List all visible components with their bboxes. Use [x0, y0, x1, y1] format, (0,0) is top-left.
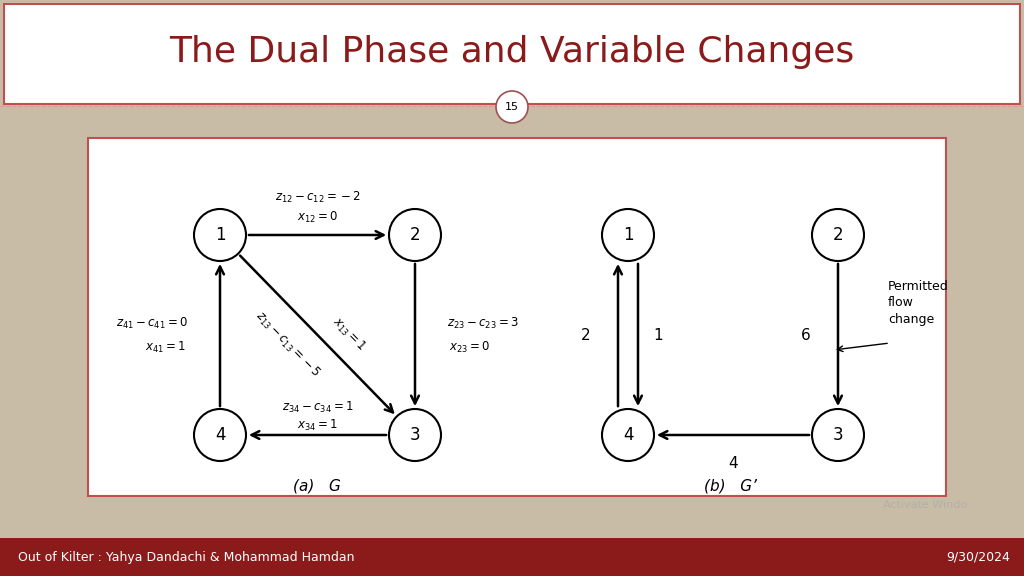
- FancyBboxPatch shape: [4, 4, 1020, 104]
- Text: $z_{12} - c_{12} = -2$: $z_{12} - c_{12} = -2$: [274, 190, 360, 204]
- Text: 9/30/2024: 9/30/2024: [946, 551, 1010, 563]
- Text: 6: 6: [801, 328, 811, 343]
- Text: 3: 3: [833, 426, 844, 444]
- Text: Permitted
flow
change: Permitted flow change: [888, 279, 949, 327]
- Text: $x_{12} = 0$: $x_{12} = 0$: [297, 210, 338, 225]
- Text: 2: 2: [582, 328, 591, 343]
- Circle shape: [602, 409, 654, 461]
- Text: 1: 1: [653, 328, 663, 343]
- FancyBboxPatch shape: [0, 538, 1024, 576]
- Circle shape: [812, 409, 864, 461]
- Circle shape: [389, 409, 441, 461]
- Text: $z_{34} - c_{34} = 1$: $z_{34} - c_{34} = 1$: [282, 399, 353, 415]
- Text: The Dual Phase and Variable Changes: The Dual Phase and Variable Changes: [169, 35, 855, 69]
- FancyBboxPatch shape: [0, 107, 1024, 538]
- Text: Activate Windo: Activate Windo: [883, 500, 967, 510]
- Text: 4: 4: [728, 456, 738, 471]
- FancyBboxPatch shape: [88, 138, 946, 496]
- Text: $x_{13} = 1$: $x_{13} = 1$: [329, 314, 368, 354]
- Text: 15: 15: [505, 102, 519, 112]
- Text: (a)   G: (a) G: [293, 479, 341, 494]
- Text: 2: 2: [410, 226, 420, 244]
- Text: $z_{23} - c_{23} = 3$: $z_{23} - c_{23} = 3$: [447, 316, 519, 331]
- Text: 4: 4: [623, 426, 633, 444]
- Text: (b)   G’: (b) G’: [703, 479, 757, 494]
- Text: 2: 2: [833, 226, 844, 244]
- Circle shape: [194, 409, 246, 461]
- Circle shape: [812, 209, 864, 261]
- Circle shape: [194, 209, 246, 261]
- Text: $z_{41} - c_{41} = 0$: $z_{41} - c_{41} = 0$: [116, 316, 187, 331]
- Text: 1: 1: [215, 226, 225, 244]
- Text: 4: 4: [215, 426, 225, 444]
- Text: $z_{13} - c_{13} = -5$: $z_{13} - c_{13} = -5$: [252, 309, 323, 381]
- Circle shape: [496, 91, 528, 123]
- Text: $x_{23} = 0$: $x_{23} = 0$: [450, 339, 490, 355]
- Circle shape: [389, 209, 441, 261]
- Text: 3: 3: [410, 426, 420, 444]
- Text: Out of Kilter : Yahya Dandachi & Mohammad Hamdan: Out of Kilter : Yahya Dandachi & Mohamma…: [18, 551, 354, 563]
- Text: 1: 1: [623, 226, 633, 244]
- Text: $x_{41} = 1$: $x_{41} = 1$: [144, 339, 185, 355]
- Circle shape: [602, 209, 654, 261]
- Text: $x_{34} = 1$: $x_{34} = 1$: [297, 418, 338, 433]
